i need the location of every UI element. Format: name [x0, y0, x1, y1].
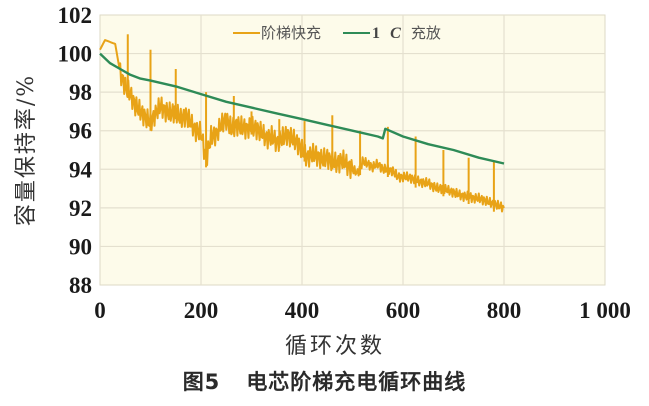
- x-tick-label: 800: [487, 298, 522, 323]
- spikes-step-fast-charge: [126, 34, 495, 212]
- y-axis-label: 容量保持率/%: [14, 74, 39, 226]
- y-tick-label: 90: [69, 234, 92, 259]
- series-1c-charge-discharge: [99, 52, 505, 165]
- y-tick-label: 96: [69, 119, 92, 144]
- y-tick-label: 102: [58, 3, 93, 28]
- legend-label-step-fast-charge: 阶梯快充: [261, 24, 321, 42]
- x-tick-label: 0: [94, 298, 106, 323]
- y-tick-label: 98: [69, 80, 92, 105]
- y-tick-label: 88: [69, 273, 92, 298]
- y-tick-label: 92: [69, 196, 92, 221]
- y-axis-ticks: 88 90 92 94 96 98 100 102: [58, 3, 93, 298]
- x-axis-ticks: 0 200 400 600 800 1 000: [94, 298, 631, 323]
- x-axis-label: 循环次数: [285, 334, 385, 359]
- series-step-fast-charge: [99, 34, 505, 213]
- y-tick-label: 94: [69, 157, 93, 182]
- figure-title: 电芯阶梯充电循环曲线: [246, 370, 467, 394]
- x-tick-label: 400: [285, 298, 320, 323]
- figure-caption: 图5 电芯阶梯充电循环曲线: [0, 366, 649, 396]
- y-tick-label: 100: [58, 42, 93, 67]
- x-tick-label: 600: [386, 298, 421, 323]
- line-step-fast-charge: [99, 39, 505, 213]
- legend-label-1c-charge-discharge: 1 C 充放: [372, 23, 441, 42]
- x-tick-label: 1 000: [579, 298, 631, 323]
- line-1c-charge-discharge: [99, 52, 505, 165]
- figure-number: 图5: [182, 370, 221, 394]
- x-tick-label: 200: [184, 298, 219, 323]
- legend: 阶梯快充 1 C 充放: [233, 23, 441, 42]
- plot-area: [99, 14, 606, 286]
